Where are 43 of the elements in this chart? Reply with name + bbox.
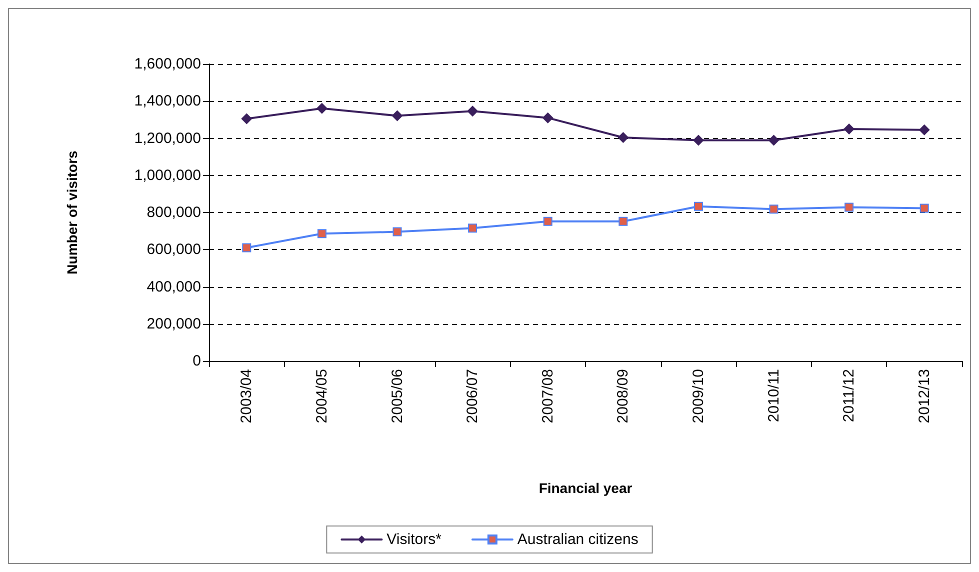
point [392,110,403,122]
point [392,227,402,236]
y-tick-label: 0 [192,352,201,370]
point [768,134,780,146]
x-tick-label: 2003/04 [238,369,256,424]
point [618,132,629,144]
y-tick-label: 1,200,000 [134,130,201,147]
point [542,112,554,124]
point [692,134,704,146]
point [844,123,855,134]
point [920,204,929,213]
y-tick-label: 1,600,000 [134,56,201,72]
y-tick-label: 200,000 [146,315,201,332]
point [844,202,854,212]
point [468,224,478,233]
y-tick-label: 1,400,000 [134,92,201,110]
point [242,243,252,252]
x-tick-label: 2004/05 [313,369,330,424]
x-tick-label: 2010/11 [765,369,782,422]
point [769,204,778,214]
point [618,216,628,226]
x-tick-label: 2006/07 [464,369,482,424]
point [316,102,328,114]
legend-label: Australian citizens [517,531,638,548]
point [694,202,703,211]
x-tick-label: 2008/09 [614,369,632,424]
y-tick-label: 600,000 [146,241,201,258]
x-tick-label: 2005/06 [388,369,406,424]
y-axis-title: Number of visitors [64,150,80,274]
point [467,106,478,117]
x-axis-title: Financial year [538,480,633,496]
x-tick-label: 2011/12 [840,369,858,422]
x-tick-label: 2009/10 [690,369,707,424]
x-tick-label: 2007/08 [539,369,556,424]
x-tick-label: 2012/13 [916,369,933,424]
point [543,216,552,226]
point [317,229,326,238]
legend-label: Visitors* [386,531,442,548]
y-tick-label: 800,000 [146,204,201,221]
point [241,113,252,124]
point [918,124,930,136]
y-tick-label: 400,000 [146,278,201,296]
y-tick-label: 1,000,000 [134,166,201,184]
